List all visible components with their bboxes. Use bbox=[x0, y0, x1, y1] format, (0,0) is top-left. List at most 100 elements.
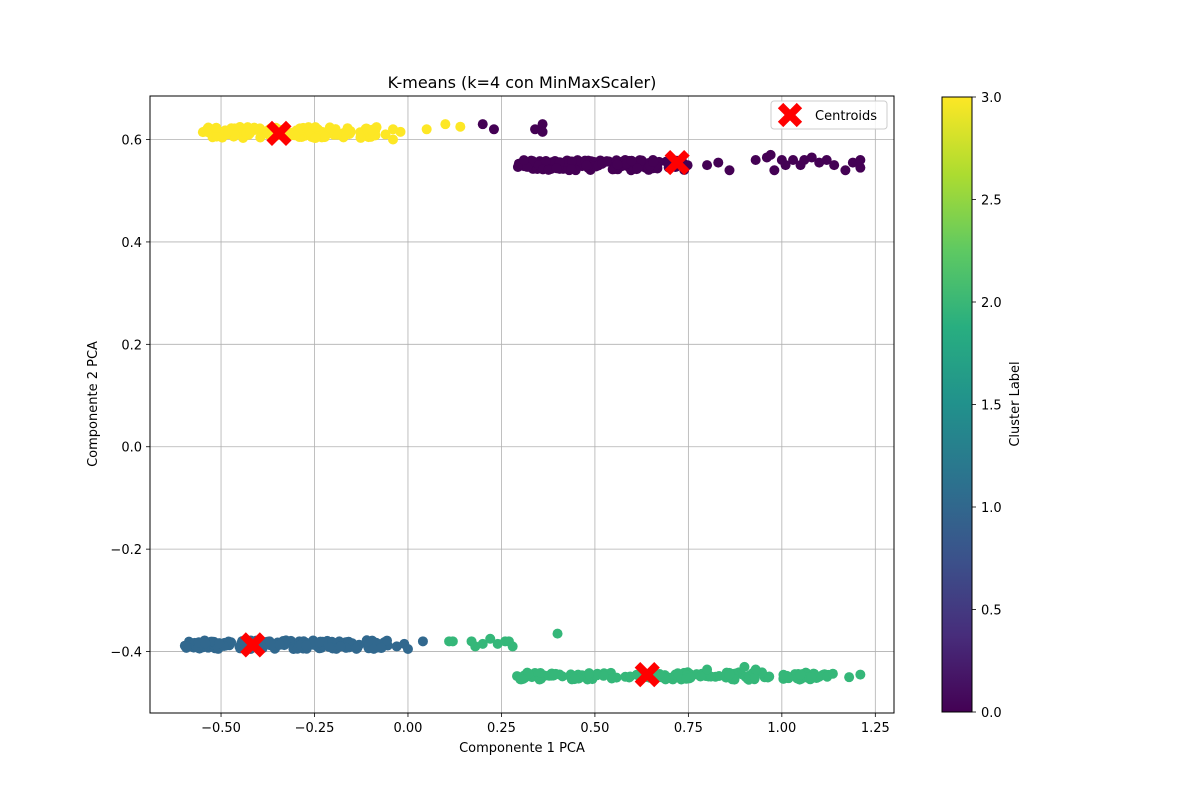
cluster-2-point bbox=[507, 641, 518, 652]
cluster-1-point bbox=[274, 639, 285, 650]
y-tick-label: −0.2 bbox=[110, 543, 142, 558]
cluster-2-point bbox=[749, 672, 760, 683]
cluster-0-point bbox=[702, 160, 713, 171]
colorbar-label: Cluster Label bbox=[1008, 361, 1023, 446]
cluster-0-point bbox=[632, 163, 643, 174]
cluster-3-point bbox=[421, 124, 432, 135]
cluster-2-point bbox=[569, 674, 580, 685]
cluster-1-point bbox=[352, 642, 363, 653]
cluster-2-point bbox=[795, 669, 806, 680]
cluster-2-point bbox=[598, 670, 609, 681]
x-tick-label: −0.50 bbox=[201, 721, 241, 736]
cluster-1-point bbox=[180, 641, 191, 652]
colorbar-tick-label: 2.5 bbox=[981, 194, 1002, 209]
cluster-2-point bbox=[584, 668, 595, 679]
cluster-0-point bbox=[537, 119, 548, 130]
cluster-0-point bbox=[780, 160, 791, 171]
cluster-0-point bbox=[636, 155, 647, 166]
x-tick-label: 1.25 bbox=[861, 721, 890, 736]
cluster-0-point bbox=[713, 157, 724, 168]
cluster-1-point bbox=[200, 638, 211, 649]
x-tick-label: 0.00 bbox=[393, 721, 422, 736]
grid bbox=[150, 96, 894, 713]
cluster-1-point bbox=[301, 640, 312, 651]
cluster-3-point bbox=[255, 132, 266, 143]
cluster-1-point bbox=[314, 637, 325, 648]
cluster-3-point bbox=[332, 129, 343, 140]
cluster-2-point bbox=[535, 667, 546, 678]
cluster-3-point bbox=[388, 134, 399, 145]
cluster-2-point bbox=[702, 664, 713, 675]
cluster-2-point bbox=[552, 628, 563, 639]
cluster-3-point bbox=[310, 132, 321, 143]
colorbar: 0.0 0.5 1.0 1.5 2.0 2.5 3.0 Cluster Label bbox=[941, 91, 1023, 721]
cluster-1-point bbox=[335, 641, 346, 652]
cluster-3-point bbox=[455, 121, 466, 132]
x-axis: −0.50 −0.25 0.00 0.25 0.50 0.75 1.00 1.25 bbox=[201, 713, 890, 736]
cluster-1-point bbox=[234, 641, 245, 652]
colorbar-tick-label: 0.5 bbox=[981, 604, 1002, 619]
cluster-3-point bbox=[355, 132, 366, 143]
cluster-0-point bbox=[566, 156, 577, 167]
cluster-1-point bbox=[362, 636, 373, 647]
cluster-3-point bbox=[245, 128, 256, 139]
cluster-0-point bbox=[765, 149, 776, 160]
cluster-0-point bbox=[821, 155, 832, 166]
cluster-0-point bbox=[855, 162, 866, 173]
legend-label: Centroids bbox=[815, 109, 877, 124]
cluster-3-point bbox=[310, 122, 321, 133]
y-axis-label: Componente 2 PCA bbox=[86, 341, 101, 467]
cluster-2-point bbox=[516, 674, 527, 685]
colorbar-tick-label: 3.0 bbox=[981, 91, 1002, 106]
x-tick-label: −0.25 bbox=[295, 721, 335, 736]
cluster-0-point bbox=[855, 155, 866, 166]
scatter-points bbox=[179, 119, 866, 685]
cluster-0-point bbox=[597, 158, 608, 169]
cluster-0-point bbox=[543, 164, 554, 175]
cluster-2-point bbox=[827, 668, 838, 679]
centroid-3-marker bbox=[266, 120, 292, 146]
cluster-3-point bbox=[320, 131, 331, 142]
cluster-2-point bbox=[447, 636, 458, 647]
y-tick-label: 0.0 bbox=[121, 441, 142, 456]
cluster-0-point bbox=[724, 165, 735, 176]
y-axis: −0.4 −0.2 0.0 0.2 0.4 0.6 bbox=[110, 134, 150, 661]
colorbar-tick-label: 1.0 bbox=[981, 501, 1002, 516]
cluster-3-point bbox=[289, 130, 300, 141]
cluster-0-point bbox=[626, 155, 637, 166]
colorbar-gradient bbox=[942, 97, 972, 712]
chart-title: K-means (k=4 con MinMaxScaler) bbox=[388, 73, 657, 92]
colorbar-tick-label: 2.0 bbox=[981, 296, 1002, 311]
y-tick-label: 0.6 bbox=[121, 134, 142, 149]
cluster-2-point bbox=[778, 669, 789, 680]
colorbar-tick-label: 1.5 bbox=[981, 399, 1002, 414]
cluster-3-point bbox=[395, 126, 406, 137]
x-tick-label: 0.75 bbox=[674, 721, 703, 736]
centroid-0-marker bbox=[664, 149, 690, 176]
cluster-2-point bbox=[739, 661, 750, 672]
cluster-0-point bbox=[840, 165, 851, 176]
cluster-2-point bbox=[695, 671, 706, 682]
cluster-0-point bbox=[537, 126, 548, 137]
plot-area-frame bbox=[149, 95, 895, 714]
cluster-3-point bbox=[367, 125, 378, 136]
cluster-2-point bbox=[714, 671, 725, 682]
cluster-2-point bbox=[844, 672, 855, 683]
cluster-1-point bbox=[417, 636, 428, 647]
legend: Centroids bbox=[770, 100, 888, 130]
cluster-0-point bbox=[540, 156, 551, 167]
cluster-1-point bbox=[214, 638, 225, 649]
cluster-2-point bbox=[606, 673, 617, 684]
x-tick-label: 0.25 bbox=[487, 721, 516, 736]
x-tick-label: 0.50 bbox=[580, 721, 609, 736]
cluster-2-point bbox=[548, 670, 559, 681]
cluster-0-point bbox=[750, 155, 761, 166]
cluster-2-point bbox=[485, 633, 496, 644]
cluster-0-point bbox=[612, 159, 623, 170]
centroid-1-marker bbox=[240, 632, 266, 658]
y-tick-label: 0.4 bbox=[121, 236, 142, 251]
cluster-3-point bbox=[211, 122, 222, 133]
cluster-0-point bbox=[518, 155, 529, 166]
cluster-2-point bbox=[750, 664, 761, 675]
